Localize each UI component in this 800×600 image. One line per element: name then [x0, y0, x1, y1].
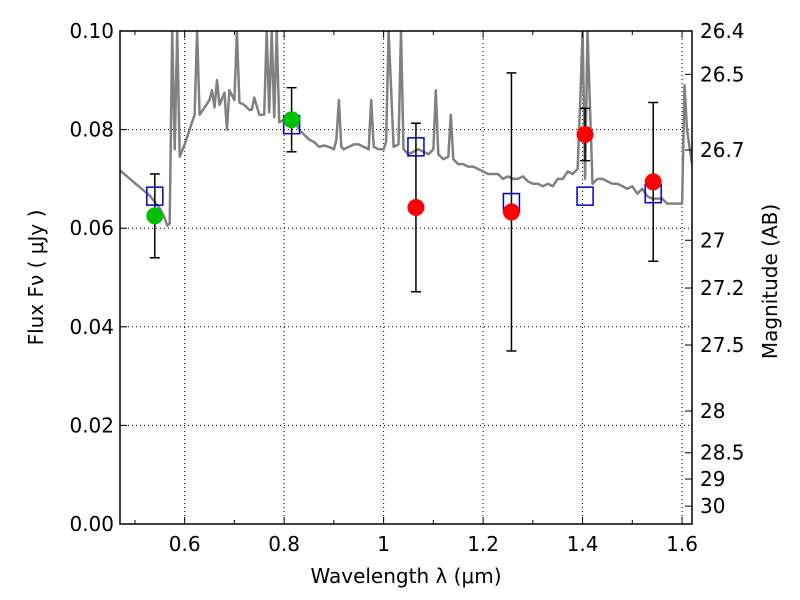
x-tick-label: 0.6	[169, 532, 201, 556]
y-tick-label: 0.02	[69, 413, 114, 437]
y2-tick-label: 26.4	[700, 19, 745, 43]
x-tick-label: 0.8	[268, 532, 300, 556]
x-axis-ticks: 0.6 0.8 1 1.2 1.4 1.6	[134, 31, 698, 556]
y2-tick-label: 27.2	[700, 276, 745, 300]
model-point-group	[146, 114, 662, 213]
plot-frame	[119, 30, 693, 525]
x-axis-label: Wavelength λ (μm)	[310, 564, 501, 588]
observed-point	[644, 173, 662, 191]
observed-point	[407, 198, 425, 216]
sed-model-curve-group	[120, 31, 692, 227]
observed-point	[283, 111, 301, 129]
y2-tick-label: 27	[700, 228, 725, 252]
x-tick-label: 1	[377, 532, 390, 556]
model-point	[576, 186, 594, 206]
x-tick-label: 1.2	[467, 532, 499, 556]
y-axis-label: Flux Fν ( μJy )	[24, 210, 48, 346]
y2-tick-label: 28	[700, 399, 725, 423]
y2-tick-label: 26.5	[700, 62, 745, 86]
observed-point	[146, 207, 164, 225]
y-tick-label: 0.08	[69, 118, 114, 142]
y2-tick-label: 28.5	[700, 441, 745, 465]
x-tick-label: 1.6	[666, 532, 698, 556]
y2-tick-label: 27.5	[700, 333, 745, 357]
y-tick-label: 0.00	[69, 512, 114, 536]
y2-axis-ticks: 26.4 26.5 26.7 27 27.2 27.5 28 28.529 30	[685, 19, 745, 518]
observed-point	[502, 203, 520, 221]
y2-tick-label: 26.7	[700, 138, 745, 162]
model-point	[146, 186, 164, 206]
sed-model-curve	[120, 31, 692, 227]
x-tick-label: 1.4	[567, 532, 599, 556]
y-axis-ticks: 0.00 0.02 0.04 0.06 0.08 0.10	[69, 19, 127, 536]
y2-axis-label: Magnitude (AB)	[758, 204, 782, 359]
y-tick-label: 0.06	[69, 216, 114, 240]
y2-tick-label: 30	[700, 494, 725, 518]
y-tick-label: 0.04	[69, 315, 114, 339]
observed-point-group	[146, 111, 662, 225]
y-tick-label: 0.10	[69, 19, 114, 43]
y2-tick-label: 29	[700, 467, 725, 491]
observed-point	[576, 126, 594, 144]
model-point	[407, 137, 425, 157]
